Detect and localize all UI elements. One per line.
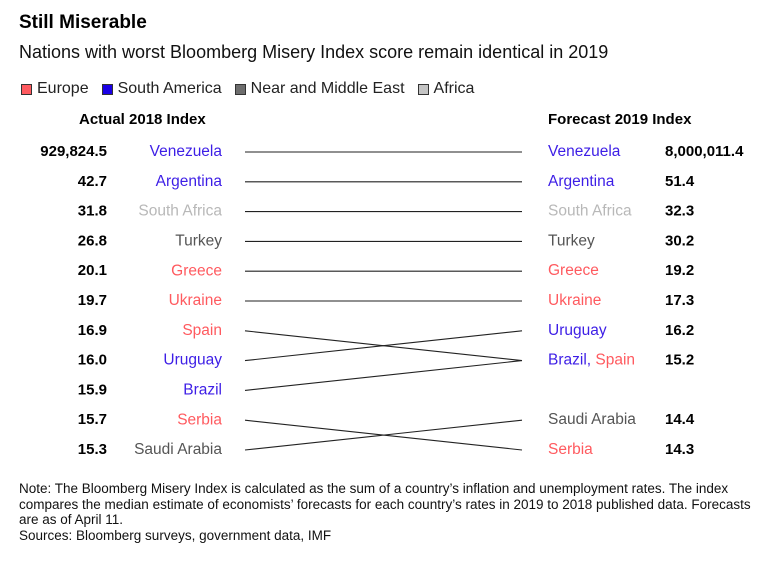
left-country-ukraine: Ukraine	[169, 292, 222, 309]
right-value-serbia: 14.3	[665, 441, 694, 458]
left-country-venezuela: Venezuela	[150, 143, 223, 160]
right-country-uruguay: Uruguay	[548, 322, 607, 339]
right-country-argentina: Argentina	[548, 173, 615, 190]
legend-label-south-america: South America	[117, 80, 222, 97]
right-country-serbia: Serbia	[548, 441, 593, 458]
slope-line-uruguay	[244, 330, 523, 362]
right-country-label: Uruguay	[548, 322, 607, 339]
legend-swatch-europe	[21, 83, 32, 95]
legend-label-near-middle-east: Near and Middle East	[250, 80, 405, 97]
right-country-spain: Spain	[595, 352, 635, 369]
left-value-turkey: 26.8	[78, 232, 107, 249]
left-value-spain: 16.9	[78, 322, 107, 339]
left-column-header: Actual 2018 Index	[79, 111, 206, 128]
left-value-argentina: 42.7	[78, 173, 107, 190]
right-country-saudi-arabia: Saudi Arabia	[548, 411, 636, 428]
right-column-header: Forecast 2019 Index	[548, 111, 692, 128]
chart-title: Still Miserable	[19, 12, 147, 33]
right-country-label: Greece	[548, 262, 599, 279]
right-country-venezuela: Venezuela	[548, 143, 621, 160]
legend-item-near-middle-east: Near and Middle East	[234, 80, 405, 98]
legend-item-africa: Africa	[417, 80, 475, 98]
legend: Europe South America Near and Middle Eas…	[21, 80, 487, 98]
left-country-spain: Spain	[182, 322, 222, 339]
right-country-south-africa: South Africa	[548, 203, 632, 220]
chart-subtitle: Nations with worst Bloomberg Misery Inde…	[19, 42, 609, 62]
right-country-turkey: Turkey	[548, 232, 595, 249]
right-value-uruguay: 16.2	[665, 322, 694, 339]
right-value-saudi-arabia: 14.4	[665, 411, 695, 428]
legend-label-africa: Africa	[433, 80, 475, 97]
right-country-brazil: Brazil	[548, 352, 587, 369]
right-country-label: Ukraine	[548, 292, 601, 309]
right-country-label: South Africa	[548, 203, 632, 220]
right-value-brazil-spain: 15.2	[665, 352, 694, 369]
note-text: Note: The Bloomberg Misery Index is calc…	[19, 481, 751, 527]
right-value-venezuela: 8,000,011.4	[665, 143, 744, 160]
right-country-greece: Greece	[548, 262, 599, 279]
right-value-greece: 19.2	[665, 262, 694, 279]
left-value-brazil: 15.9	[78, 381, 107, 398]
right-country-label: Brazil, Spain	[548, 352, 635, 369]
left-country-greece: Greece	[171, 262, 222, 279]
left-value-south-africa: 31.8	[78, 203, 107, 220]
left-country-uruguay: Uruguay	[163, 352, 222, 369]
left-country-south-africa: South Africa	[138, 203, 222, 220]
left-value-ukraine: 19.7	[78, 292, 107, 309]
legend-swatch-south-america	[101, 83, 113, 95]
legend-swatch-near-middle-east	[234, 83, 246, 95]
right-value-ukraine: 17.3	[665, 292, 694, 309]
right-value-south-africa: 32.3	[665, 203, 694, 220]
slope-chart: 929,824.5 Venezuela 42.7 Argentina 31.8 South…	[40, 143, 744, 458]
slope-line-brazil	[244, 360, 523, 391]
legend-item-europe: Europe	[21, 80, 89, 98]
legend-label-europe: Europe	[37, 80, 89, 97]
right-country-label: Saudi Arabia	[548, 411, 636, 428]
left-value-greece: 20.1	[78, 262, 107, 279]
right-value-turkey: 30.2	[665, 232, 694, 249]
left-value-serbia: 15.7	[78, 411, 107, 428]
left-value-saudi-arabia: 15.3	[78, 441, 107, 458]
right-country-label: Serbia	[548, 441, 593, 458]
chart-note: Note: The Bloomberg Misery Index is calc…	[19, 481, 759, 543]
sources-text: Sources: Bloomberg surveys, government d…	[19, 527, 332, 543]
legend-swatch-africa	[417, 83, 429, 95]
left-country-turkey: Turkey	[175, 232, 222, 249]
right-country-label: Turkey	[548, 232, 595, 249]
right-country-ukraine: Ukraine	[548, 292, 601, 309]
left-value-venezuela: 929,824.5	[40, 143, 107, 160]
slope-line-saudi-arabia	[244, 419, 523, 451]
right-country-label: Venezuela	[548, 143, 621, 160]
left-country-brazil: Brazil	[183, 381, 222, 398]
left-country-argentina: Argentina	[156, 173, 223, 190]
left-value-uruguay: 16.0	[78, 352, 107, 369]
left-country-serbia: Serbia	[177, 411, 222, 428]
right-country-label: Argentina	[548, 173, 615, 190]
right-value-argentina: 51.4	[665, 173, 695, 190]
left-country-saudi-arabia: Saudi Arabia	[134, 441, 222, 458]
legend-item-south-america: South America	[101, 80, 222, 98]
